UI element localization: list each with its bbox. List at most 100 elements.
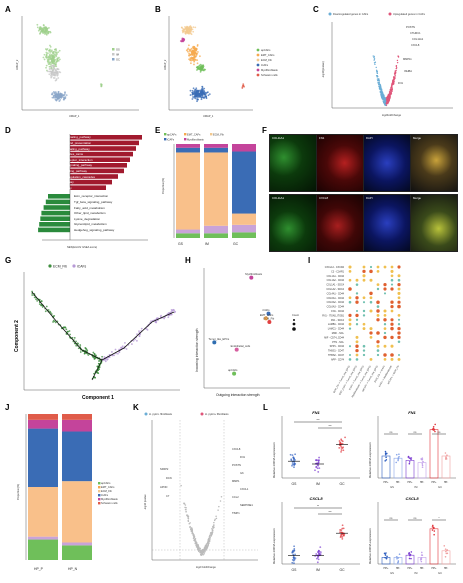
qpcr-point <box>383 552 386 555</box>
umap-a-point <box>45 56 48 59</box>
volcano-c-point <box>381 98 383 100</box>
dotplot-row-label: COL6A3 - CD44 <box>327 306 345 309</box>
volcano-k-point <box>189 526 191 529</box>
qpcr-category: HP+ <box>384 567 389 570</box>
umap-a-point <box>36 26 39 29</box>
umap-b-point <box>194 97 197 100</box>
dotplot-dot <box>362 353 366 357</box>
umap-a-point <box>55 65 58 68</box>
legend-b-5: Schwann cells <box>261 73 278 77</box>
umap-b-point <box>203 69 205 72</box>
umap-a-point <box>45 51 48 54</box>
dotplot-dot <box>362 322 366 326</box>
trajectory-point <box>93 352 96 355</box>
umap-a-point <box>52 96 55 99</box>
umap-a-point <box>50 53 53 56</box>
proportion-j-bars <box>28 414 92 560</box>
qpcr-category: IM <box>316 568 320 572</box>
dotplot-dot <box>390 318 394 322</box>
qpcr-fn1-hp-plot: FN1 Relative mRNA expression HP+ HP- HP+ HP- H… <box>368 410 456 489</box>
qpcr-point <box>398 453 400 456</box>
gene-label-k-right: CXCL1 <box>240 487 249 491</box>
volcano-k-point <box>194 538 197 540</box>
qpcr-point <box>291 463 294 465</box>
volcano-k-point <box>192 534 195 536</box>
gsea-bar-up <box>70 168 124 174</box>
gsea-label-up: Cell_adhesion_molecules_cams <box>40 152 84 157</box>
qpcr-sig: ns <box>414 517 417 520</box>
umap-a-point <box>46 60 49 63</box>
qpcr-point <box>293 562 295 565</box>
dotplot-row-label: LAMC1 - CD44 <box>328 328 345 331</box>
umap-a-point <box>40 27 42 30</box>
volcano-k-point <box>218 505 220 508</box>
dotplot-dot <box>369 269 373 274</box>
umap-b-point <box>184 30 187 33</box>
volcano-k-point <box>199 549 201 551</box>
dotplot-dot <box>362 296 366 300</box>
proportion-e-bars <box>176 144 256 238</box>
umap-b-point <box>241 87 244 89</box>
stacked-segment <box>176 152 200 230</box>
volcano-k-point <box>220 495 223 498</box>
if-label-2-3: Merge <box>413 196 421 200</box>
trajectory-point <box>134 338 136 341</box>
volcano-k-point <box>180 484 182 487</box>
dotplot-dot <box>355 340 359 344</box>
umap-a-point <box>49 45 52 48</box>
qpcr-gene-title: CXCL8 <box>309 496 323 501</box>
volcano-c-point <box>375 66 377 69</box>
dotplot-dot <box>362 265 366 269</box>
volcano-k-point <box>206 547 208 549</box>
volcano-c-point <box>383 95 385 98</box>
volcano-c-point <box>381 92 383 94</box>
legend-a-gc: GC <box>116 58 120 62</box>
umap-b-point <box>203 87 206 90</box>
legend-b-2: ECM_Fib <box>261 58 272 62</box>
trajectory-point <box>117 352 119 355</box>
qpcr-category: GC <box>339 482 345 486</box>
dotplot-row-label: THBS2 - CD47 <box>328 354 345 357</box>
umap-b-point <box>191 98 194 100</box>
umap-a-point <box>48 65 51 68</box>
umap-a-point <box>58 93 61 96</box>
dotplot-dot <box>397 331 401 335</box>
qpcr-point <box>446 552 449 555</box>
dotplot-dot <box>383 314 387 317</box>
dotplot-dot <box>376 287 380 291</box>
qpcr-sig: ns <box>414 431 417 434</box>
umap-b-point <box>201 96 204 99</box>
qpcr-point <box>408 462 411 465</box>
dotplot-dot <box>390 278 394 282</box>
dotplot-dot <box>390 326 394 331</box>
ligand-receptor-dotplot: CXCL12 - CXCR4 C3 - C3AR1 COL1A1 - CD44 COL… <box>312 262 460 402</box>
umap-a-point <box>57 51 60 54</box>
dotplot-dot <box>362 278 366 282</box>
volcano-k-points <box>180 484 223 557</box>
umap-b-point <box>194 47 197 50</box>
stacked-segment <box>176 233 200 238</box>
umap-a-point <box>50 93 53 96</box>
umap-b-point <box>182 27 184 30</box>
qpcr-group: GC <box>438 485 442 489</box>
umap-b-point <box>195 87 198 90</box>
interaction-point <box>263 316 268 321</box>
legend-e-4: Myofibroblasts <box>187 137 204 141</box>
trajectory-point <box>92 351 95 354</box>
umap-a-point <box>53 71 56 74</box>
dotplot-dot <box>383 265 387 269</box>
volcano-c-point <box>379 91 381 93</box>
interaction-point-label: ECM_Fib <box>263 317 274 321</box>
umap-a-point <box>41 31 44 34</box>
volcano-k-point <box>184 504 187 506</box>
qpcr-point <box>341 440 344 443</box>
gene-label-k-right: IL6 <box>240 471 244 475</box>
dotplot-dot <box>397 296 401 300</box>
qpcr-point <box>342 449 345 452</box>
umap-b-point <box>189 89 192 92</box>
trajectory-point <box>138 330 140 333</box>
umap-b-point <box>195 95 198 98</box>
qpcr-point <box>315 465 318 468</box>
interaction-point <box>266 311 271 316</box>
qpcr-point <box>432 526 435 529</box>
